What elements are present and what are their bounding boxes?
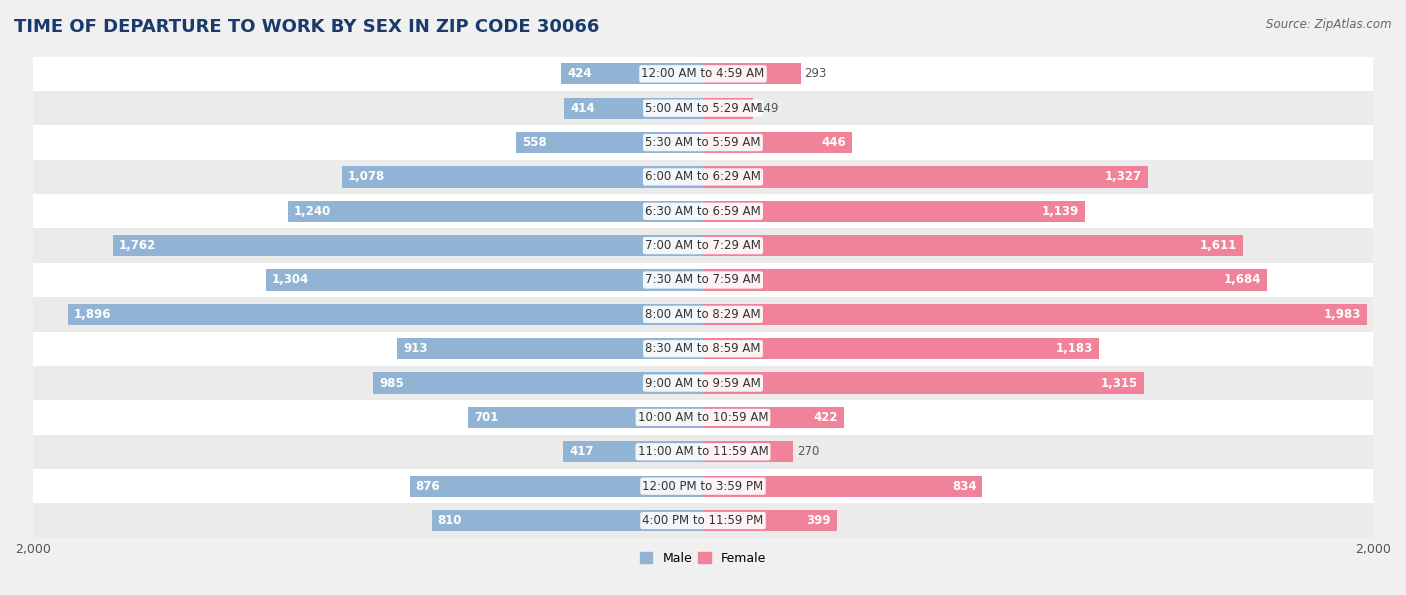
Text: 1,304: 1,304 xyxy=(273,274,309,287)
Text: 8:30 AM to 8:59 AM: 8:30 AM to 8:59 AM xyxy=(645,342,761,355)
Bar xyxy=(703,372,1143,394)
Bar xyxy=(32,263,1374,297)
Text: 424: 424 xyxy=(567,67,592,80)
Bar xyxy=(32,228,1374,263)
Bar xyxy=(396,338,703,359)
Text: 1,684: 1,684 xyxy=(1223,274,1261,287)
Text: 1,762: 1,762 xyxy=(118,239,156,252)
Bar xyxy=(409,475,703,497)
Text: 1,327: 1,327 xyxy=(1105,170,1142,183)
Bar xyxy=(32,469,1374,503)
Bar xyxy=(32,126,1374,159)
Text: 9:00 AM to 9:59 AM: 9:00 AM to 9:59 AM xyxy=(645,377,761,390)
Text: 12:00 PM to 3:59 PM: 12:00 PM to 3:59 PM xyxy=(643,480,763,493)
Text: 12:00 AM to 4:59 AM: 12:00 AM to 4:59 AM xyxy=(641,67,765,80)
Text: 417: 417 xyxy=(569,445,593,458)
Text: 7:00 AM to 7:29 AM: 7:00 AM to 7:29 AM xyxy=(645,239,761,252)
Text: 5:30 AM to 5:59 AM: 5:30 AM to 5:59 AM xyxy=(645,136,761,149)
Bar xyxy=(703,166,1147,187)
Text: 149: 149 xyxy=(756,102,779,115)
Text: 399: 399 xyxy=(806,514,831,527)
Bar xyxy=(67,303,703,325)
Text: 1,240: 1,240 xyxy=(294,205,330,218)
Text: 1,078: 1,078 xyxy=(347,170,385,183)
Text: 1,896: 1,896 xyxy=(73,308,111,321)
Bar xyxy=(564,441,703,462)
Text: 8:00 AM to 8:29 AM: 8:00 AM to 8:29 AM xyxy=(645,308,761,321)
Text: 1,315: 1,315 xyxy=(1101,377,1137,390)
Bar xyxy=(342,166,703,187)
Bar xyxy=(703,201,1084,222)
Bar xyxy=(266,270,703,290)
Text: 1,139: 1,139 xyxy=(1042,205,1078,218)
Text: 701: 701 xyxy=(474,411,499,424)
Text: 10:00 AM to 10:59 AM: 10:00 AM to 10:59 AM xyxy=(638,411,768,424)
Bar xyxy=(112,235,703,256)
Bar xyxy=(561,63,703,84)
Bar xyxy=(703,132,852,153)
Text: 985: 985 xyxy=(380,377,404,390)
Bar xyxy=(703,235,1243,256)
Bar xyxy=(32,194,1374,228)
Text: 558: 558 xyxy=(522,136,547,149)
Text: 834: 834 xyxy=(952,480,976,493)
Bar xyxy=(32,57,1374,91)
Bar xyxy=(703,270,1267,290)
Text: 293: 293 xyxy=(804,67,827,80)
Text: 1,183: 1,183 xyxy=(1056,342,1094,355)
Bar xyxy=(703,441,793,462)
Bar xyxy=(703,407,845,428)
Bar xyxy=(32,400,1374,434)
Bar xyxy=(32,331,1374,366)
Text: 422: 422 xyxy=(814,411,838,424)
Bar xyxy=(32,503,1374,538)
Bar xyxy=(703,475,983,497)
Text: 876: 876 xyxy=(416,480,440,493)
Bar xyxy=(32,434,1374,469)
Bar xyxy=(32,159,1374,194)
Bar xyxy=(703,98,754,119)
Text: Source: ZipAtlas.com: Source: ZipAtlas.com xyxy=(1267,18,1392,31)
Bar xyxy=(32,366,1374,400)
Bar xyxy=(703,510,837,531)
Legend: Male, Female: Male, Female xyxy=(636,547,770,570)
Bar xyxy=(288,201,703,222)
Text: 6:00 AM to 6:29 AM: 6:00 AM to 6:29 AM xyxy=(645,170,761,183)
Text: TIME OF DEPARTURE TO WORK BY SEX IN ZIP CODE 30066: TIME OF DEPARTURE TO WORK BY SEX IN ZIP … xyxy=(14,18,599,36)
Text: 11:00 AM to 11:59 AM: 11:00 AM to 11:59 AM xyxy=(638,445,768,458)
Bar xyxy=(468,407,703,428)
Bar xyxy=(703,63,801,84)
Bar xyxy=(516,132,703,153)
Bar xyxy=(373,372,703,394)
Bar xyxy=(32,91,1374,126)
Text: 1,983: 1,983 xyxy=(1324,308,1361,321)
Text: 7:30 AM to 7:59 AM: 7:30 AM to 7:59 AM xyxy=(645,274,761,287)
Text: 270: 270 xyxy=(797,445,820,458)
Text: 810: 810 xyxy=(437,514,463,527)
Text: 5:00 AM to 5:29 AM: 5:00 AM to 5:29 AM xyxy=(645,102,761,115)
Bar xyxy=(703,338,1099,359)
Text: 446: 446 xyxy=(821,136,846,149)
Text: 913: 913 xyxy=(404,342,427,355)
Text: 6:30 AM to 6:59 AM: 6:30 AM to 6:59 AM xyxy=(645,205,761,218)
Bar xyxy=(32,297,1374,331)
Bar xyxy=(432,510,703,531)
Text: 4:00 PM to 11:59 PM: 4:00 PM to 11:59 PM xyxy=(643,514,763,527)
Bar xyxy=(564,98,703,119)
Text: 1,611: 1,611 xyxy=(1199,239,1237,252)
Text: 414: 414 xyxy=(571,102,595,115)
Bar xyxy=(703,303,1368,325)
